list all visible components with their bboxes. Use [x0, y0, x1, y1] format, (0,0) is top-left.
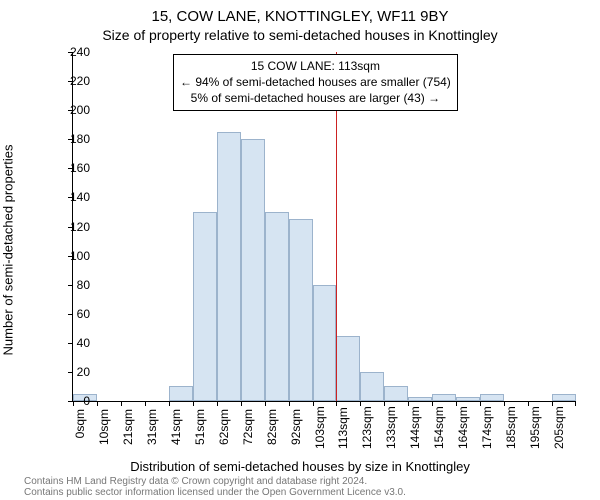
- page-title: 15, COW LANE, KNOTTINGLEY, WF11 9BY: [0, 0, 600, 25]
- histogram-bar: [480, 394, 504, 401]
- x-tick-mark: [528, 401, 529, 406]
- x-tick-label: 144sqm: [408, 409, 422, 449]
- x-tick-label: 41sqm: [169, 409, 183, 449]
- x-tick-mark: [217, 401, 218, 406]
- x-tick-mark: [121, 401, 122, 406]
- histogram-bar: [384, 386, 408, 401]
- x-tick-mark: [360, 401, 361, 406]
- x-tick-mark: [408, 401, 409, 406]
- x-tick-mark: [169, 401, 170, 406]
- y-tick-label: 100: [60, 249, 90, 263]
- annotation-line: ← 94% of semi-detached houses are smalle…: [180, 74, 451, 90]
- x-tick-mark: [193, 401, 194, 406]
- histogram-bar: [193, 212, 217, 401]
- y-axis-label: Number of semi-detached properties: [1, 145, 16, 356]
- x-tick-label: 205sqm: [552, 409, 566, 449]
- x-tick-label: 133sqm: [384, 409, 398, 449]
- x-tick-label: 164sqm: [456, 409, 470, 449]
- histogram-bar: [169, 386, 193, 401]
- annotation-line: 15 COW LANE: 113sqm: [180, 58, 451, 74]
- y-tick-label: 80: [60, 278, 90, 292]
- histogram-bar: [360, 372, 384, 401]
- y-tick-label: 20: [60, 365, 90, 379]
- x-tick-label: 62sqm: [217, 409, 231, 449]
- y-tick-label: 140: [60, 190, 90, 204]
- histogram-bar: [552, 394, 576, 401]
- y-tick-label: 200: [60, 103, 90, 117]
- y-tick-label: 160: [60, 161, 90, 175]
- annotation-line: 5% of semi-detached houses are larger (4…: [180, 90, 451, 106]
- x-tick-label: 0sqm: [73, 409, 87, 449]
- x-axis-label: Distribution of semi-detached houses by …: [0, 459, 600, 474]
- x-tick-label: 31sqm: [145, 409, 159, 449]
- histogram-bar: [241, 139, 265, 401]
- x-tick-label: 195sqm: [528, 409, 542, 449]
- histogram-bar: [265, 212, 289, 401]
- x-tick-label: 82sqm: [265, 409, 279, 449]
- y-tick-label: 240: [60, 45, 90, 59]
- x-tick-label: 103sqm: [313, 409, 327, 449]
- page-subtitle: Size of property relative to semi-detach…: [0, 25, 600, 43]
- y-tick-label: 180: [60, 132, 90, 146]
- y-tick-label: 120: [60, 220, 90, 234]
- x-tick-mark: [145, 401, 146, 406]
- histogram-bar: [336, 336, 360, 401]
- y-tick-label: 0: [60, 394, 90, 408]
- x-tick-mark: [480, 401, 481, 406]
- histogram-bar: [408, 397, 432, 401]
- x-tick-mark: [313, 401, 314, 406]
- x-tick-mark: [432, 401, 433, 406]
- y-tick-label: 40: [60, 336, 90, 350]
- y-tick-label: 220: [60, 74, 90, 88]
- x-tick-mark: [241, 401, 242, 406]
- x-tick-label: 185sqm: [504, 409, 518, 449]
- histogram-bar: [313, 285, 337, 401]
- x-tick-label: 154sqm: [432, 409, 446, 449]
- histogram-bar: [432, 394, 456, 401]
- x-tick-mark: [289, 401, 290, 406]
- histogram-bar: [456, 397, 480, 401]
- x-tick-label: 51sqm: [193, 409, 207, 449]
- x-tick-mark: [336, 401, 337, 406]
- x-tick-label: 92sqm: [289, 409, 303, 449]
- histogram-bar: [217, 132, 241, 401]
- x-tick-label: 174sqm: [480, 409, 494, 449]
- x-tick-mark: [265, 401, 266, 406]
- x-tick-label: 123sqm: [360, 409, 374, 449]
- x-tick-mark: [552, 401, 553, 406]
- x-tick-label: 10sqm: [97, 409, 111, 449]
- x-tick-label: 21sqm: [121, 409, 135, 449]
- histogram-bar: [289, 219, 313, 401]
- x-tick-label: 72sqm: [241, 409, 255, 449]
- annotation-box: 15 COW LANE: 113sqm← 94% of semi-detache…: [173, 54, 458, 111]
- footnote: Contains HM Land Registry data © Crown c…: [24, 476, 406, 498]
- x-tick-mark: [504, 401, 505, 406]
- x-tick-mark: [575, 401, 576, 406]
- x-tick-mark: [97, 401, 98, 406]
- x-tick-label: 113sqm: [336, 409, 350, 449]
- histogram-chart: 0sqm10sqm21sqm31sqm41sqm51sqm62sqm72sqm8…: [72, 52, 576, 402]
- x-tick-mark: [456, 401, 457, 406]
- x-tick-mark: [384, 401, 385, 406]
- y-tick-label: 60: [60, 307, 90, 321]
